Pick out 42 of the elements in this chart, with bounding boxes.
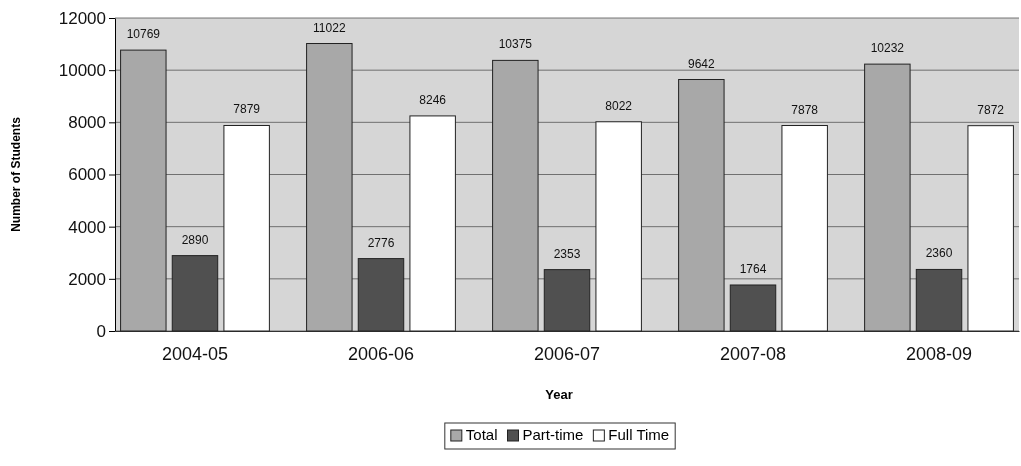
data-label: 11022	[313, 20, 346, 35]
bar	[678, 79, 725, 332]
bar	[223, 124, 270, 332]
y-tick-label: 0	[96, 321, 106, 341]
x-tick-label: 2007-08	[719, 343, 787, 364]
data-label: 7879	[233, 102, 261, 117]
legend-label: Full Time	[608, 426, 670, 443]
y-tick-label: 4000	[68, 217, 106, 237]
data-label: 2776	[367, 235, 395, 250]
bar	[409, 115, 456, 332]
y-axis-title: Number of Students	[9, 116, 23, 232]
x-axis-title: Year	[545, 387, 573, 402]
bar	[306, 43, 353, 332]
bar	[595, 121, 642, 332]
data-label: 7872	[977, 102, 1005, 117]
bar	[781, 125, 828, 332]
legend-label: Total	[465, 426, 498, 443]
bar	[864, 63, 911, 332]
bar	[120, 49, 167, 332]
y-tick-label: 2000	[68, 269, 106, 289]
bar	[967, 125, 1014, 332]
data-label: 2353	[553, 246, 581, 261]
data-label: 10375	[498, 37, 533, 52]
y-tick-label: 10000	[58, 61, 106, 81]
data-label: 10769	[126, 27, 161, 42]
x-tick-label: 2006-07	[533, 343, 601, 364]
data-label: 1764	[739, 261, 767, 276]
y-tick-label: 8000	[68, 113, 106, 133]
data-label: 9642	[687, 56, 716, 71]
data-label: 8022	[605, 98, 633, 113]
x-tick-label: 2004-05	[161, 343, 229, 364]
data-label: 7878	[791, 102, 819, 117]
y-tick-label: 6000	[68, 165, 106, 185]
data-label: 2360	[925, 246, 953, 261]
data-label: 2890	[181, 232, 209, 247]
bar	[492, 59, 539, 332]
y-tick-label: 12000	[58, 8, 106, 28]
legend-label: Part-time	[522, 426, 584, 443]
x-tick-label: 2008-09	[905, 343, 973, 364]
data-label: 10232	[870, 41, 905, 56]
x-tick-label: 2006-06	[347, 343, 415, 364]
data-label: 8246	[419, 92, 447, 107]
